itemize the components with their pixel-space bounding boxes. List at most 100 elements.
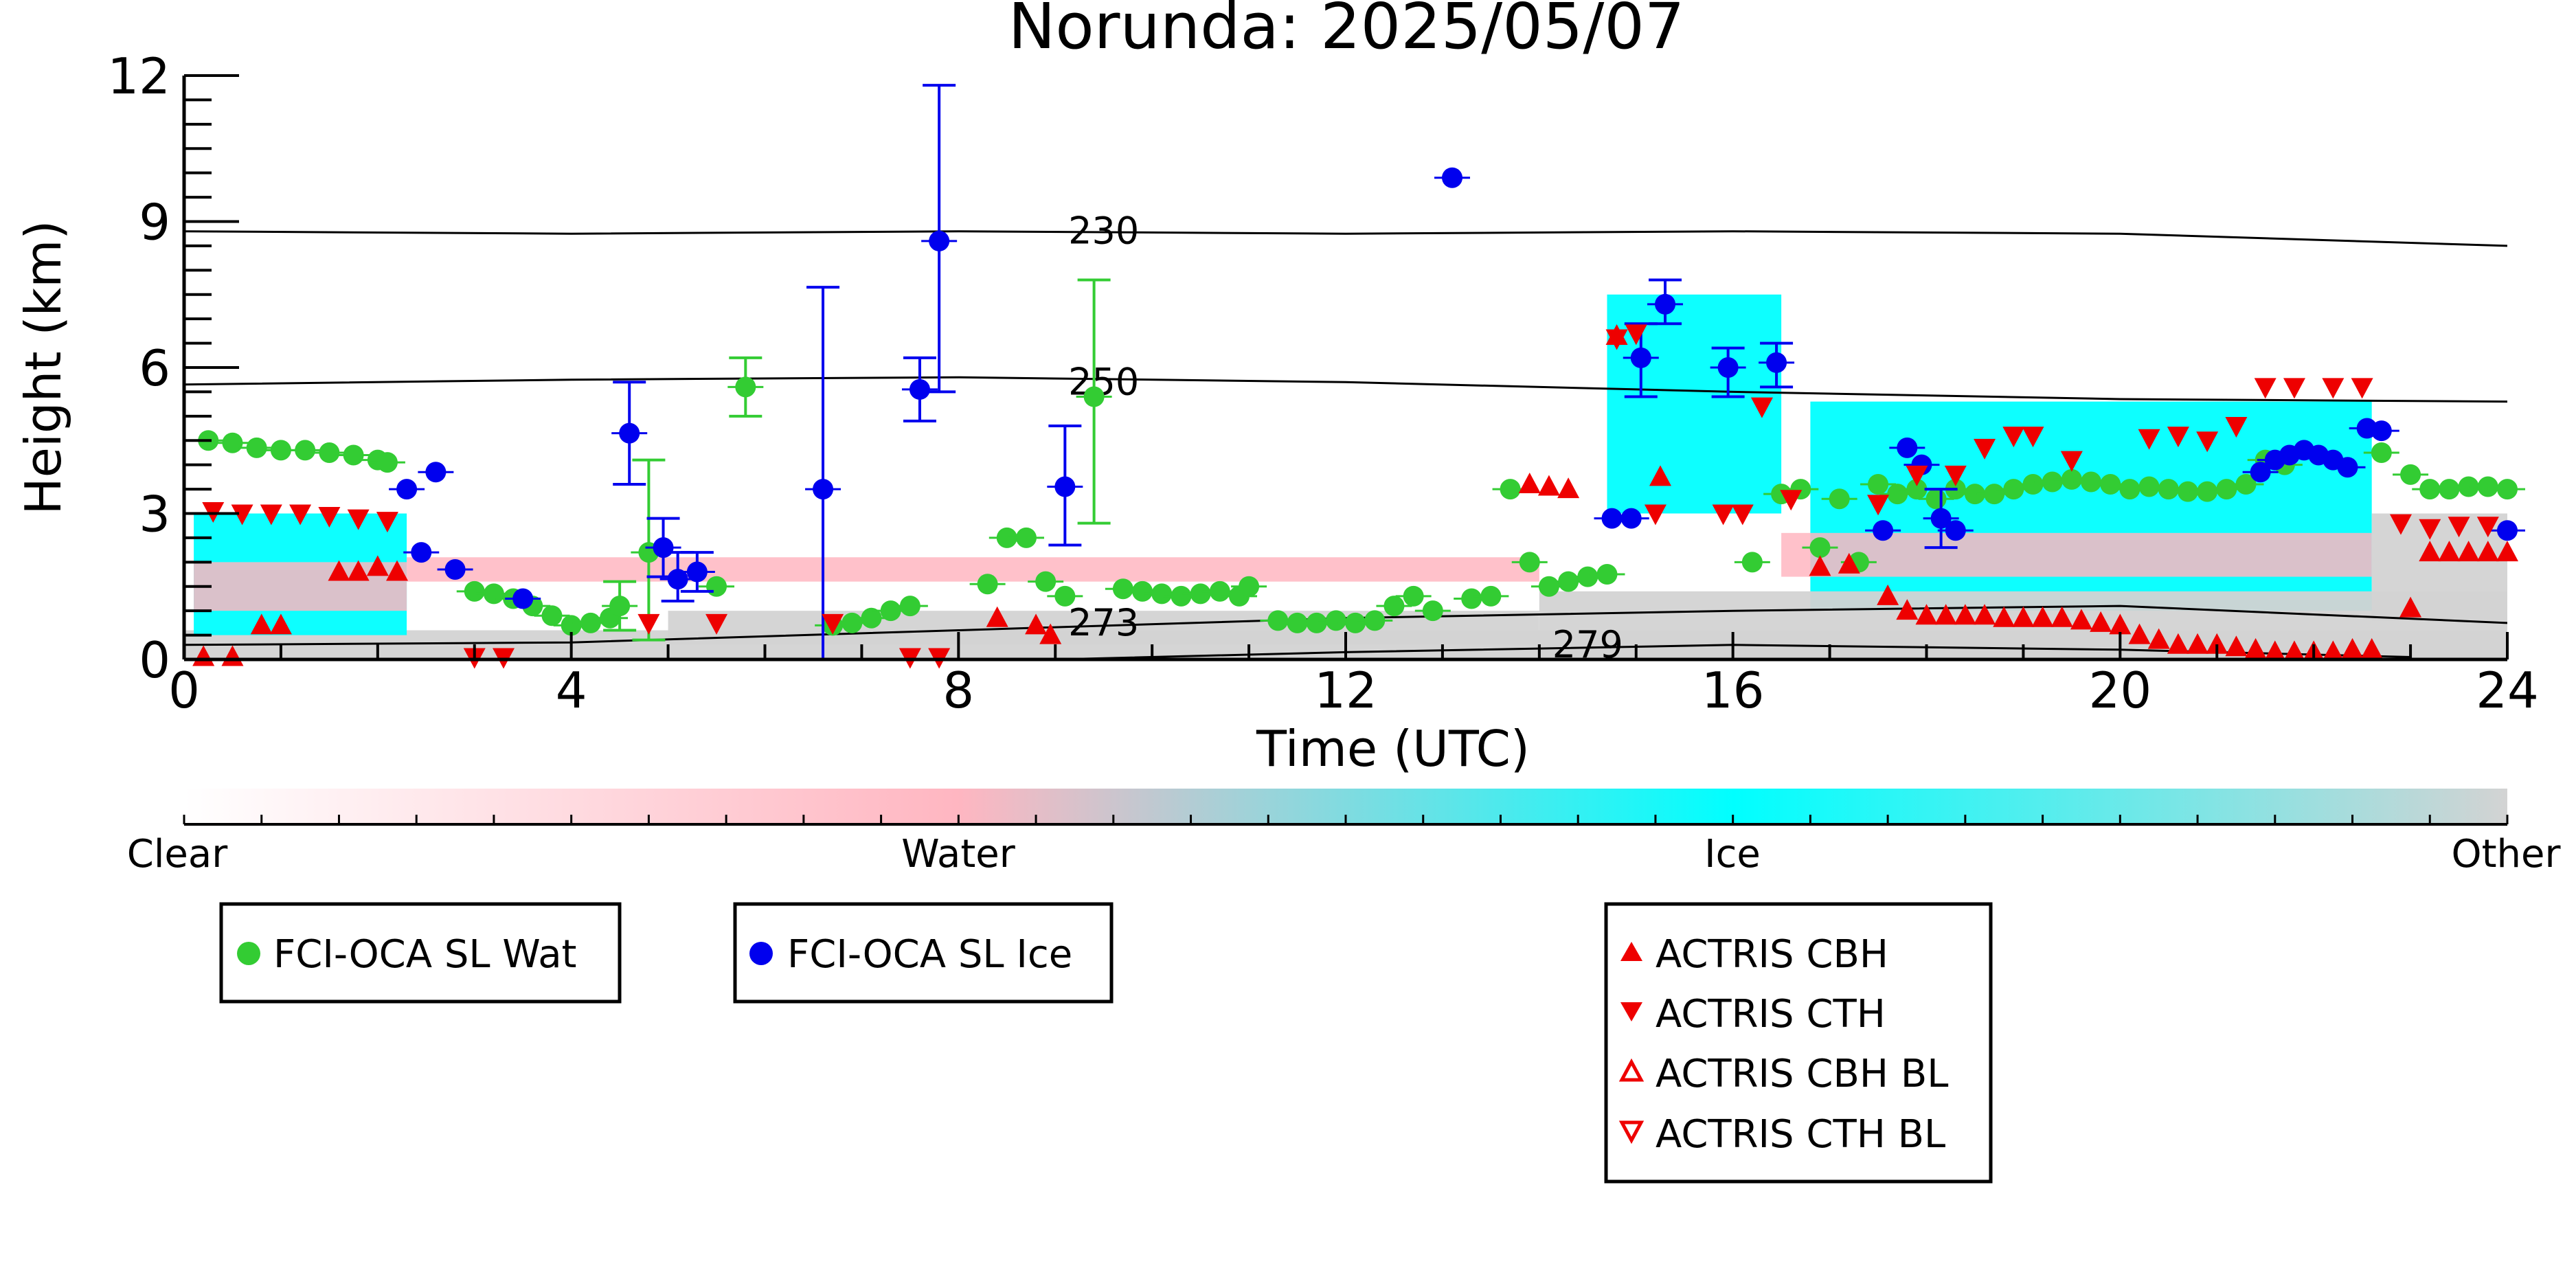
data-point (1993, 606, 2015, 627)
y-tick-label: 6 (139, 339, 170, 397)
data-point (2061, 468, 2082, 490)
data-point (2497, 479, 2518, 500)
data-point (2399, 596, 2422, 618)
data-point (2197, 481, 2218, 502)
data-point (483, 583, 504, 605)
data-point (1877, 584, 1899, 605)
data-point (2419, 541, 2441, 562)
data-point (2060, 451, 2083, 472)
series-fci-oca-sl-ice (389, 84, 2525, 661)
data-point (2477, 476, 2498, 497)
data-point (1325, 610, 1346, 631)
data-point (2476, 541, 2499, 562)
data-point (222, 432, 243, 453)
data-point (1461, 588, 1482, 609)
data-point (899, 596, 920, 617)
data-point (667, 569, 688, 590)
data-point (1809, 537, 1831, 558)
data-point (1239, 576, 1260, 597)
data-point (2371, 420, 2392, 442)
x-tick-label: 20 (2089, 662, 2152, 719)
data-point (1750, 397, 1773, 418)
data-point (1741, 552, 1763, 573)
data-point (735, 376, 756, 398)
data-point (411, 542, 432, 563)
data-point (376, 452, 398, 473)
data-point (2235, 474, 2257, 495)
data-point (1620, 508, 1642, 529)
x-tick-label: 0 (168, 662, 200, 719)
data-point (2337, 457, 2358, 478)
data-point (1151, 583, 1173, 605)
data-point (541, 605, 563, 626)
data-point (1287, 612, 1308, 633)
data-point (464, 580, 485, 602)
phase-region-ice (1810, 401, 2372, 611)
legend-marker-cbh-bl (1618, 1058, 1645, 1082)
x-axis-label: Time (UTC) (1256, 720, 1530, 778)
contour-line-250 (184, 376, 2507, 403)
data-point (1644, 504, 1667, 526)
data-point (1403, 585, 1424, 607)
data-point (2351, 378, 2373, 399)
data-point (706, 576, 727, 597)
data-point (2389, 514, 2412, 535)
data-point (1867, 495, 1890, 516)
data-point (1906, 465, 1928, 486)
legend-box (733, 902, 1114, 1004)
data-point (2196, 431, 2219, 453)
data-point (2128, 623, 2151, 644)
data-point (1083, 386, 1105, 407)
legend-marker-cbh (1620, 942, 1642, 961)
y-tick-label: 9 (139, 194, 170, 251)
data-point (1829, 488, 1850, 510)
colorbar-label-other: Other (2451, 832, 2561, 877)
data-point (1712, 504, 1735, 526)
contour-line-230 (184, 230, 2507, 247)
phase-region-water (407, 557, 1539, 582)
x-tick-label: 16 (1702, 662, 1765, 719)
contour-label-230: 230 (1068, 210, 1139, 253)
legend-marker-wat (237, 942, 260, 965)
data-point (2497, 520, 2518, 541)
data-point (1605, 329, 1628, 350)
data-point (2138, 476, 2160, 497)
phase-region-other (2371, 513, 2507, 621)
data-point (2109, 613, 2132, 635)
x-tick-label: 8 (942, 662, 974, 719)
data-point (396, 479, 418, 500)
data-point (386, 560, 409, 581)
data-point (1630, 347, 1651, 368)
data-series (190, 84, 2525, 669)
data-point (841, 612, 863, 633)
data-point (2119, 479, 2140, 500)
data-point (347, 509, 370, 530)
legend-marker-cth-bl (1618, 1120, 1645, 1144)
data-point (1717, 357, 1739, 378)
legend-label-cbh: ACTRIS CBH (1656, 932, 1888, 977)
data-point (1518, 473, 1541, 493)
data-point (1896, 599, 1919, 620)
data-point (1766, 352, 1787, 373)
data-point (1945, 520, 1966, 541)
data-point (2263, 640, 2286, 662)
data-point (822, 613, 844, 635)
data-point (861, 607, 882, 629)
legend-box (219, 902, 622, 1004)
data-point (619, 422, 640, 444)
data-point (1649, 465, 1671, 486)
data-point (2322, 640, 2345, 662)
data-point (880, 600, 901, 622)
data-point (1500, 479, 1521, 500)
contour-label-273: 273 (1068, 601, 1139, 644)
data-point (1480, 585, 1502, 607)
data-point (1209, 580, 1230, 602)
data-point (2177, 481, 2198, 502)
data-point (2012, 606, 2035, 627)
data-point (1171, 585, 1192, 607)
data-point (2419, 519, 2441, 540)
data-point (986, 606, 1008, 627)
data-point (343, 444, 364, 466)
data-point (2250, 462, 2271, 483)
